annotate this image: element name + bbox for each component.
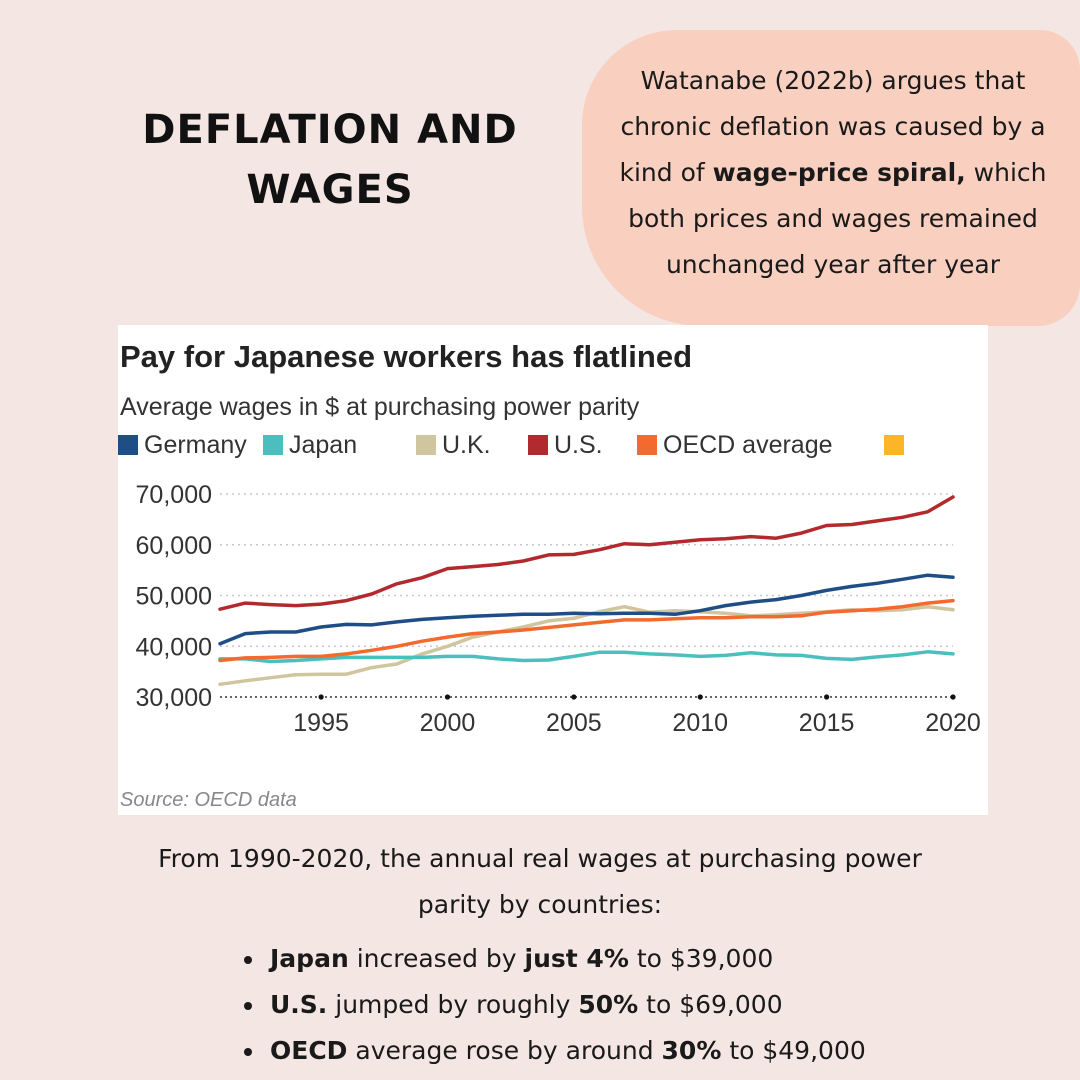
legend-swatch	[637, 435, 657, 455]
bullet-oecd: OECD average rose by around 30% to $49,0…	[240, 1028, 1000, 1074]
series-line-japan	[218, 650, 955, 664]
legend-swatch	[263, 435, 283, 455]
legend-label: Japan	[289, 431, 358, 459]
series-line-u-s	[218, 495, 955, 611]
legend-label: OECD average	[663, 431, 833, 459]
y-tick-label: 50,000	[136, 583, 212, 611]
legend-item-extra	[884, 431, 910, 460]
legend-label: U.K.	[442, 431, 491, 459]
y-tick-label: 70,000	[136, 481, 212, 509]
line-chart: 30,000 40,000 50,000 60,000 70,000 1995 2000 20…	[136, 481, 981, 737]
x-tick-mark	[444, 694, 451, 700]
series-line-germany	[218, 573, 955, 646]
chart-card: Pay for Japanese workers has flatlined A…	[118, 325, 988, 815]
bullet-japan-verb: increased by	[356, 944, 517, 973]
x-tick-mark	[824, 694, 830, 700]
chart-legend: Germany Japan U.K. U.S. OECD average	[118, 431, 988, 461]
callout-text-part-1: Watanabe (2022b) argues that chronic def…	[619, 66, 1046, 187]
y-tick-label: 60,000	[136, 532, 212, 560]
x-tick-label: 1995	[293, 709, 349, 737]
bullet-japan-amount: just 4%	[524, 944, 629, 973]
callout-text: Watanabe (2022b) argues that chronic def…	[598, 58, 1068, 288]
legend-item-u-k: U.K.	[416, 431, 491, 460]
bullet-japan-value: to $39,000	[636, 944, 774, 973]
legend-label: U.S.	[554, 431, 603, 459]
x-tick-label: 2000	[420, 709, 476, 737]
bullet-oecd-subject: OECD	[270, 1036, 348, 1065]
bullet-oecd-verb: average rose by around	[355, 1036, 654, 1065]
x-tick-mark	[318, 694, 324, 700]
x-tick-label: 2005	[546, 709, 602, 737]
callout-text-bold: wage-price spiral,	[712, 158, 966, 187]
legend-swatch	[528, 435, 548, 455]
bullet-us-verb: jumped by roughly	[335, 990, 571, 1019]
legend-label: Germany	[144, 431, 247, 459]
callout-text-part-2: which both prices and wages remained unc…	[628, 158, 1047, 279]
x-tick-label: 2010	[672, 709, 728, 737]
legend-item-germany: Germany	[118, 431, 247, 460]
callout-bubble	[582, 30, 1080, 326]
bullet-oecd-amount: 30%	[661, 1036, 722, 1065]
legend-swatch	[884, 435, 904, 455]
page-title-line-2: WAGES	[246, 167, 414, 213]
chart-subtitle: Average wages in $ at purchasing power p…	[120, 393, 640, 421]
bullet-us-value: to $69,000	[646, 990, 783, 1019]
bullet-us: U.S. jumped by roughly 50% to $69,000	[240, 982, 1000, 1028]
page-title: DEFLATION AND WAGES	[120, 100, 540, 220]
legend-swatch	[416, 435, 436, 455]
bullet-japan-subject: Japan	[270, 944, 349, 973]
bullet-us-amount: 50%	[578, 990, 639, 1019]
page-title-line-1: DEFLATION AND	[142, 107, 518, 153]
chart-title: Pay for Japanese workers has flatlined	[120, 339, 693, 374]
bullet-us-subject: U.S.	[270, 990, 328, 1019]
y-tick-label: 40,000	[136, 633, 212, 661]
chart-source: Source: OECD data	[120, 789, 297, 811]
legend-item-u-s: U.S.	[528, 431, 603, 460]
y-tick-label: 30,000	[136, 684, 212, 712]
x-tick-mark	[697, 694, 703, 700]
x-tick-label: 2015	[799, 709, 855, 737]
legend-item-oecd-average: OECD average	[637, 431, 833, 460]
legend-item-japan: Japan	[263, 431, 357, 460]
x-tick-mark	[950, 694, 956, 700]
bullet-list: Japan increased by just 4% to $39,000 U.…	[240, 936, 1000, 1074]
series-line-oecd-average	[218, 598, 955, 663]
bullet-oecd-value: to $49,000	[729, 1036, 866, 1065]
legend-swatch	[118, 435, 138, 455]
bullet-japan: Japan increased by just 4% to $39,000	[240, 936, 1000, 982]
x-tick-label: 2020	[925, 709, 981, 737]
summary-text: From 1990-2020, the annual real wages at…	[158, 844, 922, 919]
x-tick-mark	[571, 694, 577, 700]
